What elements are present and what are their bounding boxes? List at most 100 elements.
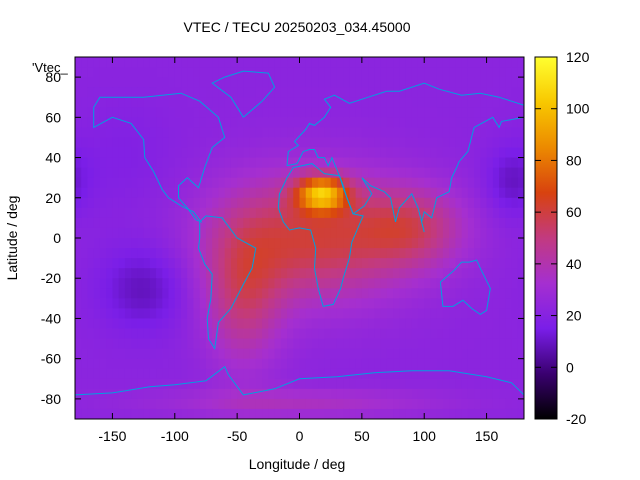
heatmap-cell (118, 378, 126, 390)
heatmap-cell (424, 137, 432, 149)
heatmap-cell (99, 328, 107, 340)
heatmap-cell (405, 147, 413, 159)
heatmap-cell (318, 398, 326, 410)
heatmap-cell (380, 338, 388, 350)
colorbar-tick-label: -20 (566, 411, 586, 427)
heatmap-cell (399, 87, 407, 98)
heatmap-cell (330, 197, 338, 209)
heatmap-cell (499, 167, 506, 179)
x-tick-label: -50 (227, 428, 247, 444)
heatmap-cell (299, 207, 307, 219)
heatmap-cell (461, 97, 469, 108)
heatmap-cell (336, 378, 344, 390)
heatmap-cell (499, 187, 506, 199)
heatmap-cell (174, 137, 182, 149)
heatmap-cell (124, 318, 132, 330)
x-tick-label: 150 (475, 428, 499, 444)
heatmap-cell (274, 238, 282, 249)
heatmap-cell (181, 77, 188, 88)
heatmap-cell (112, 87, 120, 98)
heatmap-cell (355, 97, 363, 108)
heatmap-cell (199, 358, 207, 370)
heatmap-cell (386, 378, 394, 390)
heatmap-cell (287, 288, 294, 299)
heatmap-cell (461, 268, 469, 279)
heatmap-cell (486, 77, 494, 88)
heatmap-cell (368, 238, 375, 249)
heatmap-cell (511, 278, 519, 289)
heatmap-cell (511, 67, 519, 78)
heatmap-cell (237, 388, 244, 400)
heatmap-cell (361, 147, 369, 159)
heatmap-cell (399, 308, 407, 320)
heatmap-cell (131, 197, 138, 209)
heatmap-cell (517, 217, 524, 229)
heatmap-cell (336, 268, 344, 279)
heatmap-cell (230, 207, 238, 219)
heatmap-cell (118, 348, 126, 360)
heatmap-cell (386, 107, 394, 118)
heatmap-cell (75, 288, 82, 299)
heatmap-cell (411, 207, 419, 219)
heatmap-cell (349, 318, 357, 330)
heatmap-cell (162, 238, 170, 249)
heatmap-cell (137, 217, 145, 229)
heatmap-cell (280, 238, 288, 249)
heatmap-cell (174, 358, 182, 370)
heatmap-cell (386, 238, 394, 249)
heatmap-cell (305, 127, 313, 139)
heatmap-cell (474, 368, 481, 380)
heatmap-cell (505, 67, 513, 78)
heatmap-cell (305, 238, 313, 249)
heatmap-cell (112, 288, 120, 299)
heatmap-cell (449, 358, 457, 370)
heatmap-cell (393, 207, 400, 219)
heatmap-cell (499, 378, 506, 390)
heatmap-cell (324, 358, 332, 370)
heatmap-cell (131, 238, 138, 249)
heatmap-cell (411, 388, 419, 400)
heatmap-cell (455, 217, 463, 229)
heatmap-cell (449, 328, 457, 340)
heatmap-cell (162, 318, 170, 330)
heatmap-cell (162, 298, 170, 309)
heatmap-cell (193, 328, 201, 340)
heatmap-cell (486, 408, 494, 419)
heatmap-cell (511, 268, 519, 279)
heatmap-cell (193, 227, 201, 239)
heatmap-cell (149, 177, 157, 189)
heatmap-cell (467, 157, 475, 169)
heatmap-cell (380, 67, 388, 78)
heatmap-cell (305, 57, 313, 68)
heatmap-cell (349, 258, 357, 269)
heatmap-cell (405, 207, 413, 219)
heatmap-cell (131, 57, 138, 68)
heatmap-cell (436, 197, 444, 209)
heatmap-cell (399, 167, 407, 179)
heatmap-cell (193, 157, 201, 169)
heatmap-cell (243, 268, 251, 279)
heatmap-cell (499, 308, 506, 320)
heatmap-cell (137, 318, 145, 330)
heatmap-cell (287, 207, 294, 219)
heatmap-cell (449, 127, 457, 139)
heatmap-cell (255, 368, 263, 380)
heatmap-cell (480, 238, 488, 249)
heatmap-cell (499, 268, 506, 279)
heatmap-cell (75, 268, 82, 279)
heatmap-cell (149, 398, 157, 410)
heatmap-cell (274, 217, 282, 229)
heatmap-cell (486, 288, 494, 299)
heatmap-cell (106, 368, 114, 380)
heatmap-cell (517, 137, 524, 149)
heatmap-cell (93, 137, 101, 149)
heatmap-cell (324, 278, 332, 289)
heatmap-cell (386, 298, 394, 309)
heatmap-cell (461, 318, 469, 330)
heatmap-cell (274, 167, 282, 179)
heatmap-cell (181, 157, 188, 169)
heatmap-cell (262, 107, 269, 118)
heatmap-cell (81, 248, 89, 259)
heatmap-cell (93, 398, 101, 410)
heatmap-cell (442, 258, 450, 269)
